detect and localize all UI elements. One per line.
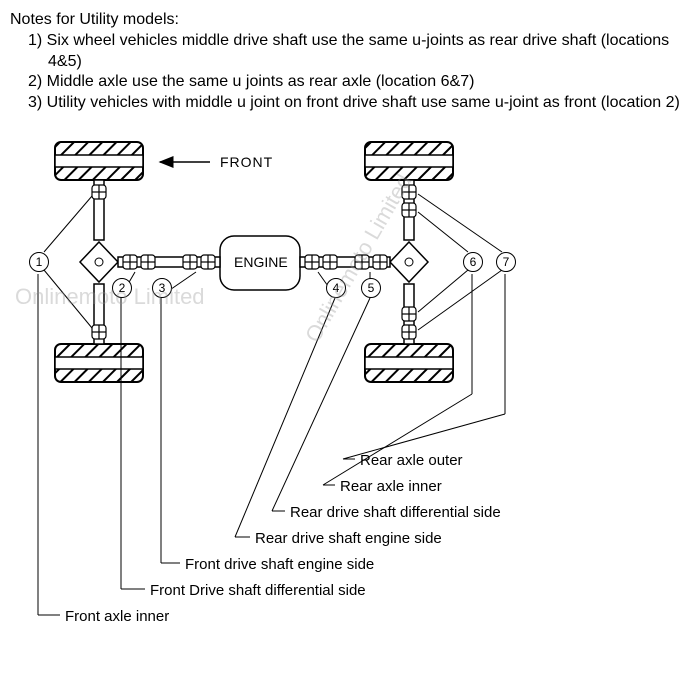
tire-rear-bottom bbox=[365, 344, 453, 382]
front-direction-label: FRONT bbox=[220, 154, 273, 170]
note-3: 3) Utility vehicles with middle u joint … bbox=[10, 93, 690, 114]
label-rear-axle-outer: Rear axle outer bbox=[360, 452, 463, 469]
note-2: 2) Middle axle use the same u joints as … bbox=[10, 72, 690, 93]
callout-4: 4 bbox=[326, 278, 346, 298]
callout-5: 5 bbox=[361, 278, 381, 298]
engine-label: ENGINE bbox=[234, 254, 288, 270]
notes-block: Notes for Utility models: 1) Six wheel v… bbox=[10, 10, 690, 114]
front-differential bbox=[80, 242, 118, 282]
rear-differential bbox=[390, 242, 428, 282]
callout-1: 1 bbox=[29, 252, 49, 272]
callout-2: 2 bbox=[112, 278, 132, 298]
callout-6: 6 bbox=[463, 252, 483, 272]
callout-3: 3 bbox=[152, 278, 172, 298]
tire-front-bottom bbox=[55, 344, 143, 382]
label-front-shaft-diff: Front Drive shaft differential side bbox=[150, 582, 366, 599]
tire-rear-top bbox=[365, 142, 453, 180]
note-1: 1) Six wheel vehicles middle drive shaft… bbox=[10, 31, 690, 73]
diagram-svg bbox=[10, 134, 690, 654]
callout-7: 7 bbox=[496, 252, 516, 272]
label-front-axle-inner: Front axle inner bbox=[65, 608, 169, 625]
drivetrain-diagram: FRONT ENGINE 1 2 3 4 5 6 7 Rear axle out… bbox=[10, 134, 690, 654]
label-rear-shaft-diff: Rear drive shaft differential side bbox=[290, 504, 501, 521]
label-front-shaft-eng: Front drive shaft engine side bbox=[185, 556, 374, 573]
label-rear-axle-inner: Rear axle inner bbox=[340, 478, 442, 495]
label-rear-shaft-eng: Rear drive shaft engine side bbox=[255, 530, 442, 547]
notes-title: Notes for Utility models: bbox=[10, 10, 690, 31]
tire-front-top bbox=[55, 142, 143, 180]
